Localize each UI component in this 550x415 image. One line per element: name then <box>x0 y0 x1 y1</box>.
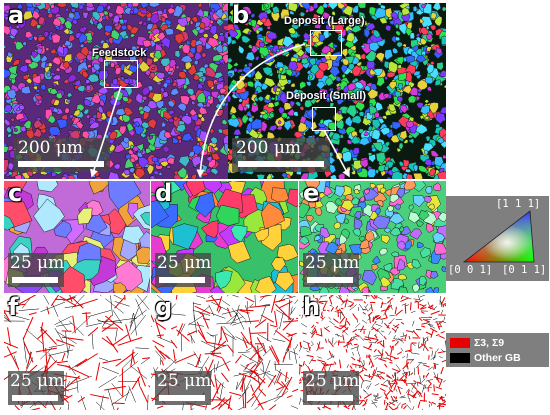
scale-label-d: 25 μm <box>157 253 212 273</box>
roi-label-deposit-large: Deposit (Large) <box>284 15 365 27</box>
panel-letter-g: g <box>155 295 173 321</box>
panel-letter-e: e <box>303 181 320 207</box>
ipf-map-deposit-large-zoom: d 25 μm <box>151 181 298 293</box>
legend-item-twin: Σ3, Σ9 <box>450 337 504 349</box>
gb-legend: Σ3, Σ9 Other GB <box>446 333 549 367</box>
panel-letter-b: b <box>232 3 250 29</box>
arrow-large-to-d <box>196 43 306 178</box>
legend-swatch-twin <box>450 338 470 348</box>
scale-label-f: 25 μm <box>10 371 65 391</box>
gb-map-feedstock: f 25 μm <box>4 295 150 410</box>
gb-map-deposit-small: h 25 μm <box>299 295 446 410</box>
scale-line-d <box>159 277 205 283</box>
scale-line-b <box>238 161 324 167</box>
scale-label-a: 200 μm <box>18 138 84 158</box>
panel-letter-h: h <box>303 295 321 321</box>
ipf-label-011: [0 1 1] <box>502 264 547 276</box>
panel-letter-a: a <box>8 3 25 29</box>
legend-item-other: Other GB <box>450 352 521 364</box>
scale-label-b: 200 μm <box>236 138 302 158</box>
scale-label-e: 25 μm <box>305 253 360 273</box>
ipf-label-001: [0 0 1] <box>448 264 493 276</box>
scale-line-g <box>159 395 205 401</box>
scale-line-f <box>12 395 58 401</box>
ipf-map-feedstock-zoom: c 25 μm <box>4 181 150 293</box>
scale-line-h <box>307 395 353 401</box>
arrow-small-to-e <box>323 129 350 178</box>
legend-swatch-other <box>450 353 470 363</box>
gb-map-deposit-large: g 25 μm <box>151 295 298 410</box>
ipf-triangle <box>462 210 535 263</box>
roi-label-deposit-small: Deposit (Small) <box>286 90 367 102</box>
panel-letter-f: f <box>8 295 19 321</box>
ipf-label-111: [1 1 1] <box>496 198 541 210</box>
roi-label-feedstock: Feedstock <box>92 47 147 59</box>
scale-line-e <box>307 277 353 283</box>
ipf-map-deposit-small-zoom: e 25 μm <box>299 181 446 293</box>
roi-box-deposit-large <box>310 30 342 56</box>
legend-label-twin: Σ3, Σ9 <box>474 337 505 349</box>
scale-line-a <box>18 161 104 167</box>
legend-label-other: Other GB <box>474 352 521 364</box>
scale-label-c: 25 μm <box>10 253 65 273</box>
ebsd-map-deposit: b Deposit (Large) Deposit (Small) 200 μm <box>228 3 446 179</box>
scale-label-h: 25 μm <box>305 371 360 391</box>
arrow-feedstock-to-c <box>90 85 122 178</box>
panel-letter-c: c <box>8 181 23 207</box>
scale-label-g: 25 μm <box>157 371 212 391</box>
ipf-color-key: [1 1 1] [0 0 1] [0 1 1] <box>446 196 549 281</box>
scale-line-c <box>12 277 58 283</box>
panel-letter-d: d <box>155 181 173 207</box>
